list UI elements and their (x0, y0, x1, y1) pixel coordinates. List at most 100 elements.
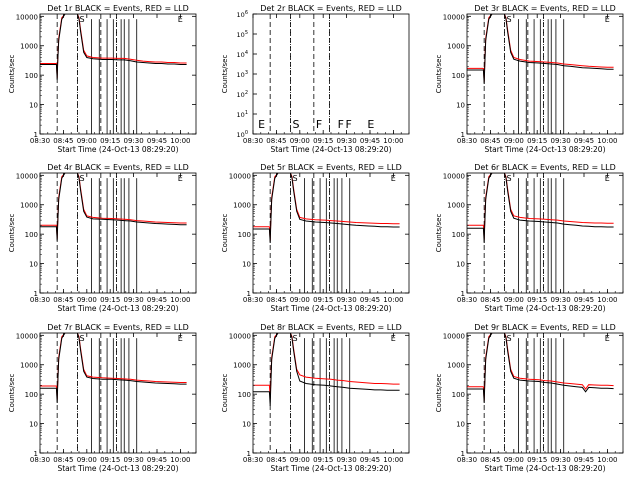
y-tick-label: 10 (456, 102, 465, 110)
marker-s: S (292, 334, 297, 343)
marker-f: F (338, 118, 344, 131)
x-tick-label: 08:45 (266, 456, 286, 464)
x-tick-label: 08:30 (457, 296, 477, 304)
y-tick-label: 10 (29, 261, 38, 269)
panel-title: Det 8r BLACK = Events, RED = LLD (260, 323, 402, 332)
x-tick-label: 09:00 (77, 137, 97, 145)
y-tick-label: 1 (34, 131, 38, 139)
x-tick-label: 08:45 (480, 456, 500, 464)
y-tick-label: 105 (237, 30, 248, 39)
y-axis-label: Counts/sec (221, 55, 229, 94)
y-tick-label: 100 (25, 231, 38, 239)
x-tick-label: 10:00 (597, 296, 617, 304)
y-tick-label: 10 (242, 261, 251, 269)
y-tick-label: 100 (25, 391, 38, 399)
marker-f: F (345, 118, 351, 131)
plot-area (467, 173, 614, 293)
y-tick-label: 10000 (443, 332, 465, 340)
y-tick-label: 104 (237, 50, 248, 59)
panel-title: Det 5r BLACK = Events, RED = LLD (260, 163, 402, 172)
x-tick-label: 09:15 (100, 137, 120, 145)
x-tick-label: 08:30 (30, 137, 50, 145)
plot-area (40, 333, 187, 453)
x-tick-label: 09:30 (124, 296, 144, 304)
y-tick-label: 10 (29, 421, 38, 429)
marker-e: E (391, 174, 396, 183)
panel-title: Det 3r BLACK = Events, RED = LLD (474, 4, 616, 13)
marker-s: S (292, 118, 299, 131)
marker-s: S (79, 334, 84, 343)
marker-s: S (506, 15, 511, 24)
x-tick-label: 09:15 (313, 456, 333, 464)
x-tick-label: 08:45 (53, 296, 73, 304)
x-tick-label: 09:45 (574, 296, 594, 304)
x-tick-label: 09:45 (360, 456, 380, 464)
y-tick-label: 10000 (443, 13, 465, 21)
x-axis-label: Start Time (24-Oct-13 08:29:20) (270, 304, 391, 313)
marker-e: E (391, 334, 396, 343)
x-tick-label: 08:30 (243, 137, 263, 145)
x-tick-label: 09:45 (574, 456, 594, 464)
marker-e: E (605, 15, 610, 24)
marker-s: S (506, 334, 511, 343)
y-tick-label: 1000 (233, 202, 251, 210)
x-tick-label: 08:45 (266, 296, 286, 304)
x-axis-label: Start Time (24-Oct-13 08:29:20) (57, 145, 178, 154)
panel-title: Det 9r BLACK = Events, RED = LLD (474, 323, 616, 332)
y-tick-label: 1000 (447, 43, 465, 51)
panel-title: Det 7r BLACK = Events, RED = LLD (47, 323, 189, 332)
plot-frame (466, 13, 624, 135)
x-tick-label: 09:15 (100, 456, 120, 464)
y-axis-label: Counts/sec (435, 214, 443, 253)
marker-e: E (178, 334, 183, 343)
plot-area (269, 14, 330, 134)
x-tick-label: 09:00 (77, 296, 97, 304)
x-tick-label: 08:30 (30, 296, 50, 304)
plot-frame (252, 332, 410, 454)
plot-frame (466, 332, 624, 454)
x-tick-label: 09:00 (290, 296, 310, 304)
series-events (467, 14, 614, 85)
plot-frame (39, 13, 197, 135)
x-axis-label: Start Time (24-Oct-13 08:29:20) (57, 464, 178, 473)
series-events (40, 173, 187, 241)
x-axis-label: Start Time (24-Oct-13 08:29:20) (484, 304, 605, 313)
y-tick-label: 10 (242, 421, 251, 429)
x-tick-label: 09:00 (504, 456, 524, 464)
x-tick-label: 09:30 (337, 456, 357, 464)
y-tick-label: 100 (452, 391, 465, 399)
y-tick-label: 1 (461, 450, 465, 458)
y-tick-label: 1 (461, 290, 465, 298)
plot-area (467, 333, 614, 453)
y-tick-label: 1000 (20, 362, 38, 370)
x-tick-label: 08:30 (457, 456, 477, 464)
x-tick-label: 09:15 (313, 296, 333, 304)
marker-s: S (79, 15, 84, 24)
x-tick-label: 10:00 (597, 456, 617, 464)
y-tick-label: 1 (34, 450, 38, 458)
panel-title: Det 6r BLACK = Events, RED = LLD (474, 163, 616, 172)
y-tick-label: 10000 (16, 13, 38, 21)
y-axis-label: Counts/sec (8, 214, 16, 253)
x-tick-label: 08:30 (243, 296, 263, 304)
series-events (40, 333, 187, 404)
plot-area (253, 173, 400, 293)
y-tick-label: 1000 (447, 202, 465, 210)
x-tick-label: 09:30 (551, 296, 571, 304)
y-tick-label: 100 (25, 72, 38, 80)
y-tick-label: 102 (237, 90, 248, 99)
y-tick-label: 1000 (233, 362, 251, 370)
x-tick-label: 10:00 (170, 296, 190, 304)
x-tick-label: 09:45 (360, 296, 380, 304)
x-axis-label: Start Time (24-Oct-13 08:29:20) (484, 145, 605, 154)
x-tick-label: 09:45 (147, 296, 167, 304)
x-tick-label: 09:30 (124, 456, 144, 464)
x-tick-label: 09:30 (337, 296, 357, 304)
y-tick-label: 10000 (229, 332, 251, 340)
x-tick-label: 09:00 (290, 137, 310, 145)
x-tick-label: 08:45 (53, 137, 73, 145)
y-tick-label: 100 (452, 231, 465, 239)
marker-e: E (367, 118, 374, 131)
